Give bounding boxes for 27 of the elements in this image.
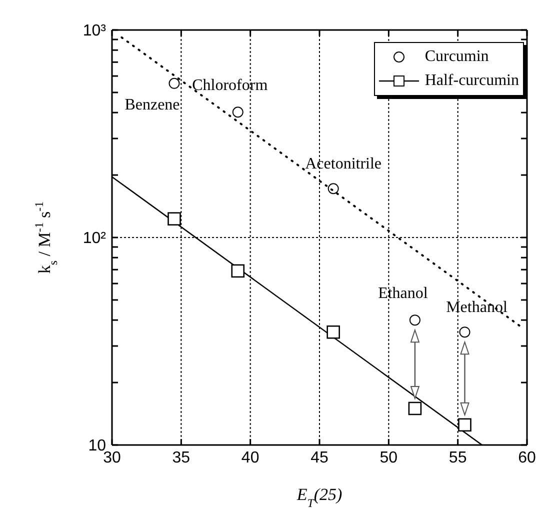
y-tick-label: 10³ xyxy=(82,22,107,40)
legend-label: Half-curcumin xyxy=(424,71,519,91)
x-axis-title: E$_{T}$(25) xyxy=(296,485,343,510)
x-tick-label: 50 xyxy=(380,449,398,466)
point xyxy=(231,264,245,278)
annotation: Benzene xyxy=(124,96,180,114)
point xyxy=(232,106,244,118)
x-tick-label: 40 xyxy=(241,449,260,466)
x-tick-label: 60 xyxy=(518,449,536,466)
annotation: Methanol xyxy=(446,299,508,316)
point xyxy=(326,325,340,339)
point xyxy=(409,314,420,326)
x-tick-label: 35 xyxy=(172,449,190,466)
x-tick-label: 45 xyxy=(310,449,328,466)
x-tick-label: 30 xyxy=(103,449,121,466)
point xyxy=(408,402,422,416)
point xyxy=(168,212,181,226)
y-tick-label: 10² xyxy=(82,230,107,248)
x-tick-label: 55 xyxy=(448,449,467,466)
legend-label: Curcumin xyxy=(424,47,489,67)
annotation: Ethanol xyxy=(378,285,428,302)
annotation: Chloroform xyxy=(192,77,268,94)
point xyxy=(168,78,180,89)
annotation: Acetonitrile xyxy=(305,156,382,173)
point xyxy=(458,418,472,432)
point xyxy=(459,326,470,338)
point xyxy=(328,183,339,194)
